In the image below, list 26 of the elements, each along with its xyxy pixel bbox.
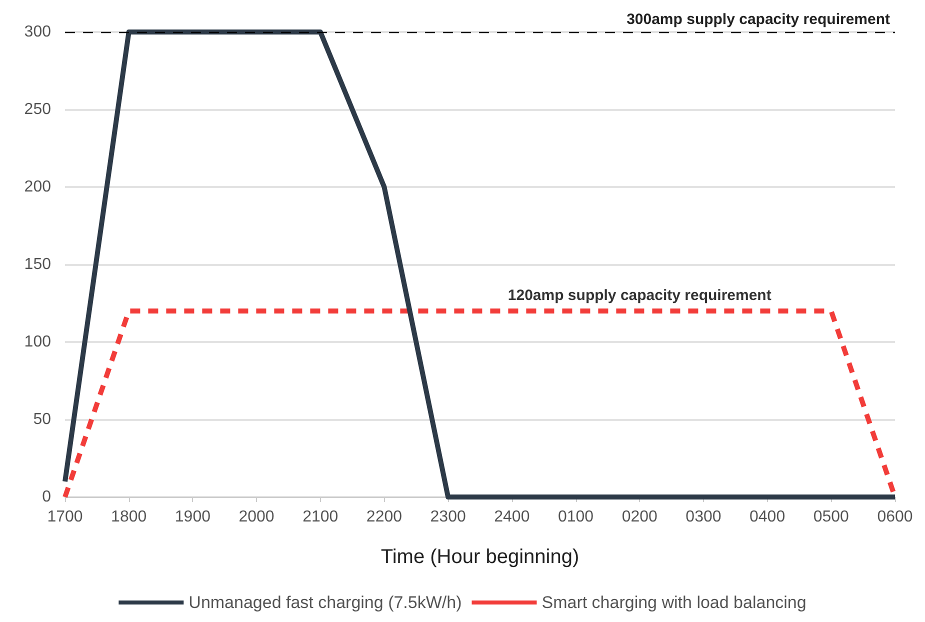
- x-tick-label: 0600: [877, 508, 913, 526]
- x-tick-label: 1800: [111, 508, 147, 526]
- x-tick-label: 2300: [430, 508, 466, 526]
- x-tick-label: 1700: [47, 508, 83, 526]
- x-tick-label: 2100: [302, 508, 338, 526]
- annotation: 120amp supply capacity requirement: [508, 287, 772, 304]
- x-tick-label: 0100: [558, 508, 594, 526]
- x-tick-label: 0200: [622, 508, 658, 526]
- y-tick-label: 300: [24, 24, 52, 40]
- y-tick-label: 100: [24, 334, 52, 350]
- x-tick-label: 0400: [750, 508, 786, 526]
- y-tick-label: 200: [24, 178, 52, 196]
- x-tick-label: 2400: [494, 508, 530, 526]
- legend-label: Unmanaged fast charging (7.5kW/h): [188, 593, 462, 612]
- x-axis-title: Time (Hour beginning): [380, 546, 580, 568]
- x-tick-label: 2000: [238, 508, 274, 526]
- y-tick-label: 250: [24, 101, 52, 118]
- x-tick-label: 2200: [366, 508, 402, 526]
- y-tick-label: 0: [42, 488, 52, 506]
- ref-line-label: 300amp supply capacity requirement: [626, 11, 890, 28]
- legend-label: Smart charging with load balancing: [542, 593, 806, 612]
- y-tick-label: 150: [24, 256, 52, 273]
- x-tick-label: 1900: [174, 508, 211, 526]
- x-tick-label: 0500: [813, 508, 850, 526]
- x-tick-label: 0300: [686, 508, 722, 526]
- y-tick-label: 50: [33, 411, 52, 428]
